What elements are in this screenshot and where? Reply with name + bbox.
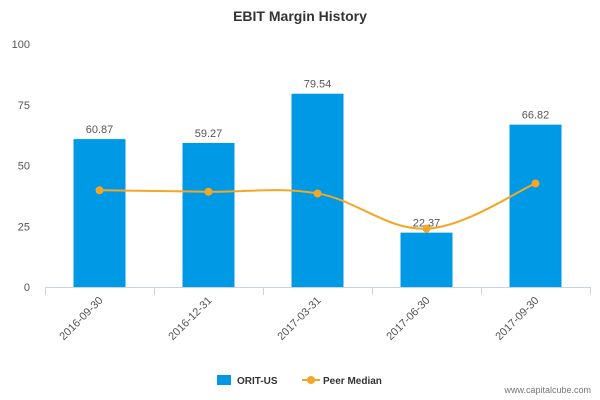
chart-title: EBIT Margin History <box>233 8 367 24</box>
bar-data-labels: 60.87 59.27 79.54 22.37 66.82 <box>86 79 550 230</box>
legend: ORIT-US Peer Median <box>217 375 382 387</box>
bar-series <box>73 93 562 287</box>
legend-label-orit-us: ORIT-US <box>237 376 278 387</box>
peer-median-point-2017-09-30 <box>531 179 540 188</box>
y-axis-ticks: 0 25 50 75 100 <box>12 39 30 294</box>
x-axis-line <box>45 287 591 295</box>
legend-label-peer-median: Peer Median <box>323 376 382 387</box>
peer-median-point-2017-06-30 <box>422 224 431 233</box>
x-tick-label: 2016-12-31 <box>166 295 214 343</box>
y-tick-label: 25 <box>18 221 30 233</box>
peer-median-points <box>95 179 540 233</box>
bar-data-label: 22.37 <box>413 218 441 230</box>
legend-marker-peer-median <box>307 376 315 384</box>
bar-2016-09-30 <box>73 139 126 287</box>
peer-median-point-2016-09-30 <box>95 186 104 195</box>
bar-2016-12-31 <box>182 142 235 287</box>
x-tick-label: 2017-06-30 <box>384 295 432 343</box>
y-tick-label: 100 <box>12 39 30 51</box>
x-tick-label: 2017-03-31 <box>275 295 323 343</box>
bar-data-label: 66.82 <box>522 110 550 122</box>
y-tick-label: 0 <box>24 282 30 294</box>
bar-data-label: 60.87 <box>86 124 114 136</box>
legend-swatch-orit-us <box>217 375 231 385</box>
bar-data-label: 59.27 <box>195 128 223 140</box>
y-tick-label: 50 <box>18 161 30 173</box>
watermark: www.capitalcube.com <box>503 385 591 395</box>
peer-median-point-2017-03-31 <box>313 189 322 198</box>
y-tick-label: 75 <box>18 100 30 112</box>
bar-data-label: 79.54 <box>304 79 332 91</box>
x-axis-ticks: 2016-09-30 2016-12-31 2017-03-31 2017-06-30… <box>57 295 541 343</box>
x-tick-label: 2017-09-30 <box>493 295 541 343</box>
peer-median-point-2016-12-31 <box>204 187 213 196</box>
x-tick-label: 2016-09-30 <box>57 295 105 343</box>
bar-2017-06-30 <box>400 232 453 287</box>
bar-2017-09-30 <box>509 124 562 287</box>
